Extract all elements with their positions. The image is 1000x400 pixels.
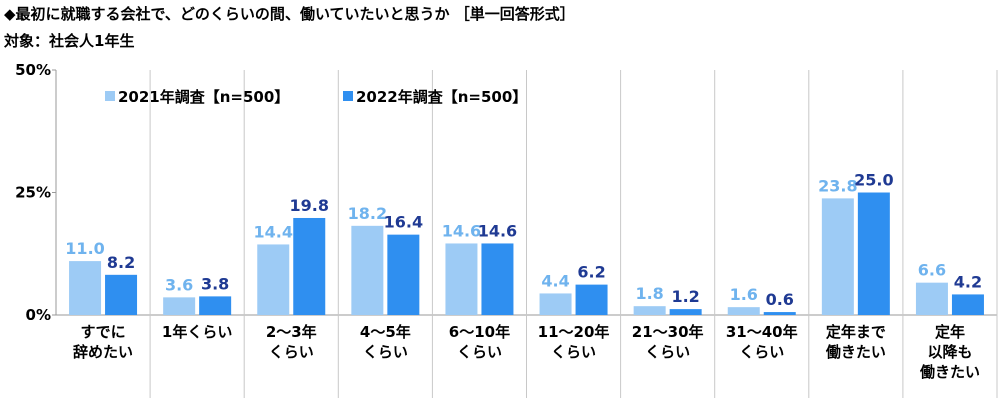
bar-2022 <box>575 284 608 315</box>
x-tick-label: 辞めたい <box>73 343 133 361</box>
x-tick-label: すでに <box>80 323 125 341</box>
data-label-2021: 18.2 <box>348 204 387 223</box>
bar-2022 <box>481 243 514 315</box>
bar-2022 <box>669 309 702 315</box>
bar-2021 <box>257 244 290 315</box>
bar-2021 <box>821 198 854 315</box>
bar-2021 <box>915 282 948 315</box>
y-tick-label: 0% <box>26 306 51 324</box>
x-tick-label: 定年 <box>935 323 965 341</box>
x-tick-label: くらい <box>645 343 690 361</box>
x-tick-label: 働きたい <box>919 363 980 381</box>
x-tick-label: 21～30年 <box>632 323 704 341</box>
data-label-2022: 25.0 <box>854 171 893 190</box>
data-label-2022: 19.8 <box>290 196 329 215</box>
x-tick-label: 31～40年 <box>726 323 798 341</box>
bar-2021 <box>633 306 666 315</box>
x-tick-label: 2～3年 <box>266 323 317 341</box>
chart-subtitle: 対象：社会人1年生 <box>4 32 135 50</box>
data-label-2021: 23.8 <box>818 176 857 195</box>
data-label-2021: 3.6 <box>165 275 193 294</box>
bar-2021 <box>539 293 572 315</box>
data-label-2022: 8.2 <box>107 253 135 272</box>
bar-2021 <box>727 307 760 315</box>
legend-entry: 2021年調査【n=500】 <box>118 88 289 106</box>
x-tick-label: 働きたい <box>825 343 886 361</box>
data-label-2022: 6.2 <box>577 263 605 282</box>
bar-2022 <box>857 192 890 315</box>
data-label-2021: 14.6 <box>442 221 481 240</box>
bar-2022 <box>763 312 796 315</box>
legend-swatch <box>343 91 353 101</box>
x-tick-label: 6～10年 <box>449 323 510 341</box>
data-label-2022: 4.2 <box>954 272 982 291</box>
data-label-2021: 11.0 <box>65 239 104 258</box>
x-tick-label: くらい <box>457 343 502 361</box>
data-label-2022: 16.4 <box>384 213 423 232</box>
chart-title: ◆最初に就職する会社で、どのくらいの間、働いていたいと思うか ［単一回答形式］ <box>4 5 575 23</box>
x-tick-label: 以降も <box>927 343 972 361</box>
data-label-2021: 4.4 <box>541 271 569 290</box>
x-tick-label: 1年くらい <box>162 323 232 341</box>
bar-2022 <box>105 274 138 315</box>
data-label-2021: 14.4 <box>254 222 293 241</box>
bar-2022 <box>293 217 326 315</box>
x-tick-label: くらい <box>739 343 784 361</box>
bar-2022 <box>951 294 984 315</box>
x-tick-label: くらい <box>363 343 408 361</box>
x-tick-label: 定年まで <box>826 323 886 341</box>
data-label-2021: 1.8 <box>635 284 663 303</box>
y-tick-label: 50% <box>15 61 51 79</box>
data-label-2021: 1.6 <box>730 285 758 304</box>
bar-2021 <box>445 243 478 315</box>
x-tick-label: くらい <box>269 343 314 361</box>
y-tick-label: 25% <box>15 184 51 202</box>
bar-2021 <box>69 261 102 315</box>
x-tick-label: 4～5年 <box>360 323 411 341</box>
legend-swatch <box>105 91 115 101</box>
x-tick-label: くらい <box>551 343 596 361</box>
bar-2021 <box>163 297 196 315</box>
legend-entry: 2022年調査【n=500】 <box>356 88 527 106</box>
data-label-2022: 14.6 <box>478 221 517 240</box>
data-label-2022: 1.2 <box>671 287 699 306</box>
bar-2022 <box>387 234 420 315</box>
bar-2022 <box>199 296 232 315</box>
bar-2021 <box>351 225 384 315</box>
x-tick-label: 11～20年 <box>538 323 610 341</box>
data-label-2021: 6.6 <box>918 261 946 280</box>
data-label-2022: 0.6 <box>766 290 794 309</box>
data-label-2022: 3.8 <box>201 274 229 293</box>
